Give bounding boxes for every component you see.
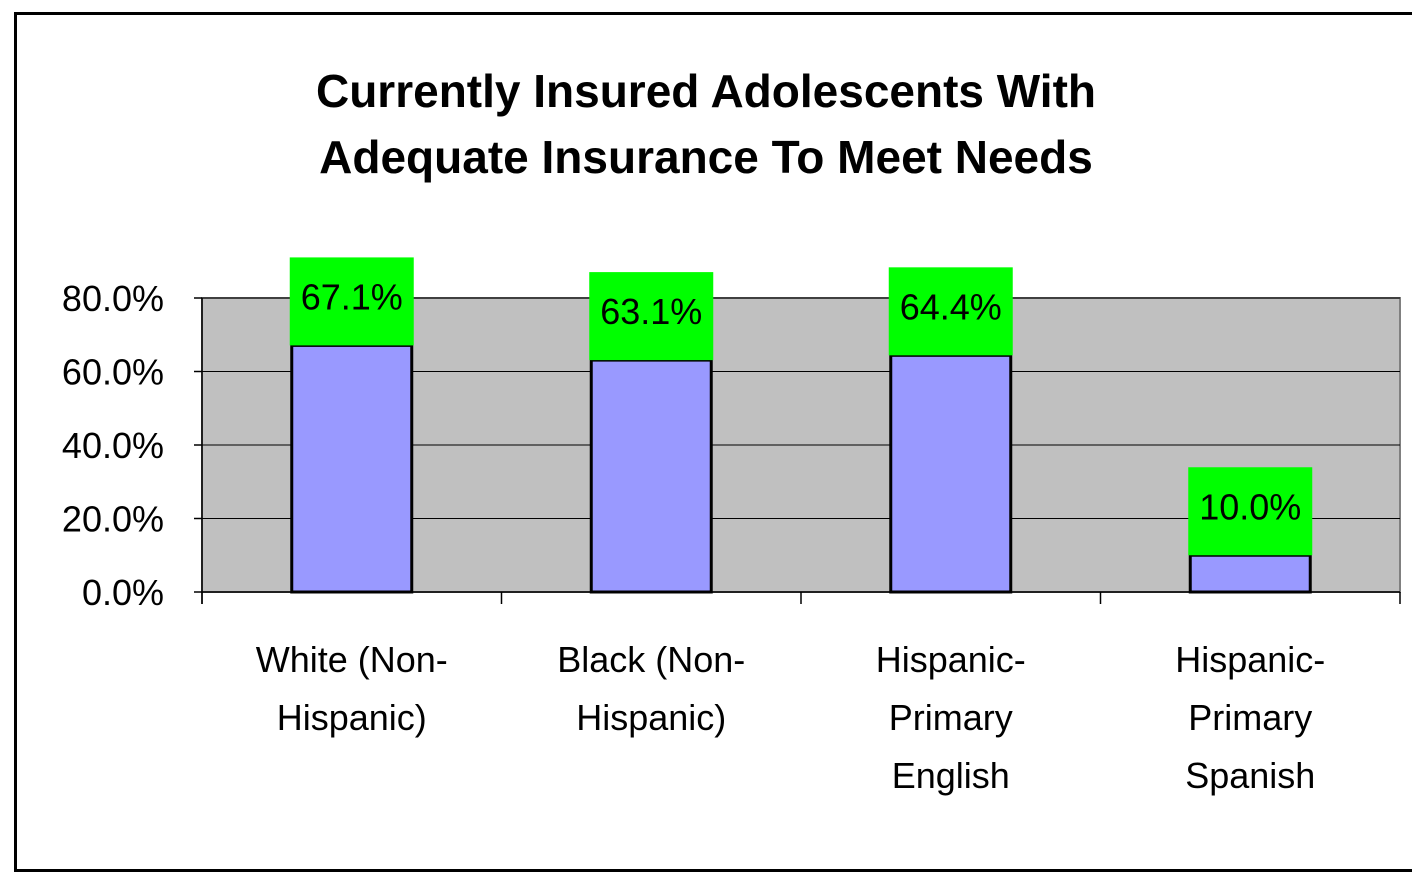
x-category-label: Primary	[889, 697, 1013, 738]
x-category-label: Hispanic-	[876, 639, 1026, 680]
data-label: 10.0%	[1199, 486, 1301, 527]
bar	[889, 353, 1013, 594]
x-category-label: Primary	[1188, 697, 1312, 738]
bar-chart: 0.0% 20.0% 40.0% 60.0% 80.0% 67.1% White (Non-…	[62, 257, 1401, 796]
bar	[1188, 553, 1312, 594]
bar	[290, 343, 414, 594]
y-tick-label: 0.0%	[82, 572, 164, 613]
y-tick-label: 60.0%	[62, 352, 164, 393]
x-category-label: White (Non-	[256, 639, 448, 680]
chart-title-line-2: Adequate Insurance To Meet Needs	[319, 131, 1093, 183]
data-label: 67.1%	[301, 276, 403, 317]
y-tick-label: 80.0%	[62, 278, 164, 319]
x-category-label: Spanish	[1185, 755, 1315, 796]
data-label: 64.4%	[900, 286, 1002, 327]
data-label-box	[888, 267, 1013, 356]
x-category-label: Black (Non-	[557, 639, 745, 680]
x-category-label: Hispanic)	[277, 697, 427, 738]
chart-title: Currently Insured Adolescents With Adequ…	[0, 58, 1412, 190]
bar	[589, 358, 713, 594]
data-label-box	[589, 272, 714, 361]
chart-title-line-1: Currently Insured Adolescents With	[315, 65, 1096, 117]
data-label: 63.1%	[600, 291, 702, 332]
x-category-label: Hispanic)	[576, 697, 726, 738]
x-category-label: English	[892, 755, 1010, 796]
y-tick-label: 40.0%	[62, 425, 164, 466]
x-category-label: Hispanic-	[1175, 639, 1325, 680]
y-tick-label: 20.0%	[62, 499, 164, 540]
data-label-box	[289, 257, 414, 346]
data-label-box	[1188, 467, 1313, 556]
